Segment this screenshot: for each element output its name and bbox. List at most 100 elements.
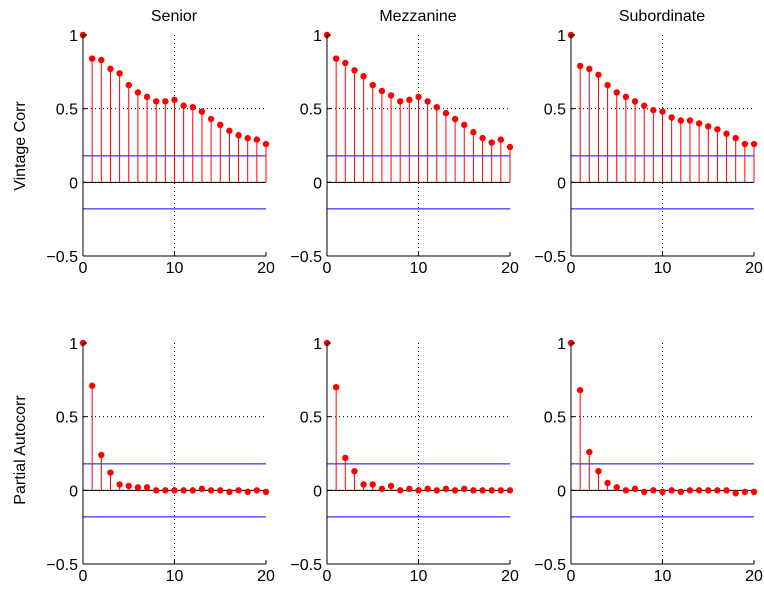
x-tick-label: 20	[257, 568, 275, 585]
stem-marker	[351, 467, 358, 475]
stem-marker	[217, 487, 224, 494]
subplot-3: −0.500.510 10 20	[534, 28, 763, 277]
stem-marker	[497, 487, 505, 494]
x-tick-label: 0	[567, 260, 576, 277]
stem-marker	[406, 96, 413, 104]
y-tick-label: 0.5	[56, 410, 78, 427]
stem-marker	[171, 96, 178, 104]
y-tick-label: −0.5	[534, 249, 566, 266]
x-tick-label: 0	[79, 568, 88, 585]
stem-marker	[342, 454, 349, 462]
stem-marker	[461, 485, 468, 493]
stem-marker	[741, 488, 749, 496]
stem-marker	[153, 487, 160, 494]
stem-marker	[397, 487, 404, 494]
stem-marker	[488, 139, 495, 146]
stem-marker	[622, 487, 630, 494]
stem-marker	[433, 487, 440, 494]
y-tick-label: 0.5	[544, 410, 566, 427]
y-tick-label: 0	[557, 483, 566, 500]
stem-marker	[153, 98, 160, 105]
x-tick-label: 20	[745, 260, 763, 277]
stem-marker	[360, 481, 367, 488]
stem-marker	[650, 106, 657, 114]
stem-marker	[244, 488, 251, 496]
y-tick-label: 0	[69, 175, 78, 192]
y-tick-label: 1	[69, 336, 78, 353]
stem-marker	[732, 134, 739, 142]
stem-marker	[433, 103, 440, 111]
stem-marker	[732, 490, 739, 497]
y-tick-label: 0.5	[300, 102, 322, 119]
x-tick-label: 20	[501, 260, 519, 277]
stem-marker	[677, 488, 684, 496]
stem-marker	[442, 109, 450, 117]
stem-marker	[415, 487, 422, 494]
stem-marker	[107, 469, 114, 476]
x-tick-label: 10	[166, 568, 184, 585]
stem-marker	[180, 102, 187, 109]
y-tick-label: −0.5	[46, 249, 78, 266]
column-title-subordinate: Subordinate	[619, 8, 705, 25]
stem-marker	[88, 382, 96, 389]
y-tick-label: 0	[557, 175, 566, 192]
stem-marker	[198, 485, 206, 493]
stem-marker	[207, 487, 215, 494]
stem-marker	[479, 487, 486, 494]
stem-marker	[397, 98, 404, 105]
stem-marker	[723, 130, 730, 137]
subplot-1: −0.500.510 10 20	[46, 28, 275, 277]
stem-marker	[125, 81, 132, 89]
stem-marker	[613, 89, 620, 96]
stem-marker	[424, 485, 431, 493]
stem-marker	[650, 487, 657, 494]
stem-marker	[226, 488, 233, 496]
stem-marker	[244, 134, 251, 142]
stem-marker	[604, 81, 611, 89]
y-tick-label: −0.5	[290, 557, 322, 574]
stem-marker	[369, 81, 376, 89]
stem-marker	[668, 114, 675, 121]
stem-marker	[415, 93, 422, 101]
stem-marker	[125, 482, 132, 490]
stem-marker	[171, 487, 178, 494]
stem-marker	[595, 467, 602, 475]
y-tick-label: 1	[313, 336, 322, 353]
stem-marker	[641, 488, 648, 496]
stem-marker	[198, 108, 206, 115]
stem-marker	[332, 55, 340, 62]
x-tick-label: 0	[567, 568, 576, 585]
stem-marker	[134, 89, 142, 96]
stem-marker	[461, 121, 468, 129]
stem-marker	[189, 103, 196, 111]
y-tick-label: 0.5	[544, 102, 566, 119]
stem-marker	[98, 451, 105, 459]
stem-marker	[406, 485, 413, 493]
stem-marker	[162, 487, 169, 494]
stem-marker	[116, 481, 123, 488]
stem-marker	[586, 448, 593, 456]
stem-marker	[668, 487, 675, 494]
stem-marker	[677, 117, 684, 124]
stem-marker	[332, 384, 340, 391]
stem-marker	[659, 108, 666, 115]
y-tick-label: 1	[313, 28, 322, 45]
x-tick-label: 20	[501, 568, 519, 585]
stem-marker	[695, 487, 703, 494]
stem-marker	[470, 129, 477, 136]
stem-marker	[470, 487, 477, 494]
stem-marker	[369, 481, 376, 488]
row-label-partial-autocorr: Partial Autocorr	[12, 395, 29, 505]
stem-marker	[342, 59, 349, 67]
stem-marker	[631, 485, 639, 493]
stem-marker	[116, 70, 123, 77]
row-label-vintage-corr: Vintage Corr	[12, 101, 29, 191]
x-tick-label: 20	[257, 260, 275, 277]
stem-marker	[262, 488, 270, 496]
y-tick-label: 1	[557, 336, 566, 353]
stem-marker	[226, 127, 233, 134]
y-tick-label: 0.5	[300, 410, 322, 427]
stem-marker	[134, 484, 142, 491]
stem-marker	[686, 487, 694, 494]
y-tick-label: 0	[69, 483, 78, 500]
